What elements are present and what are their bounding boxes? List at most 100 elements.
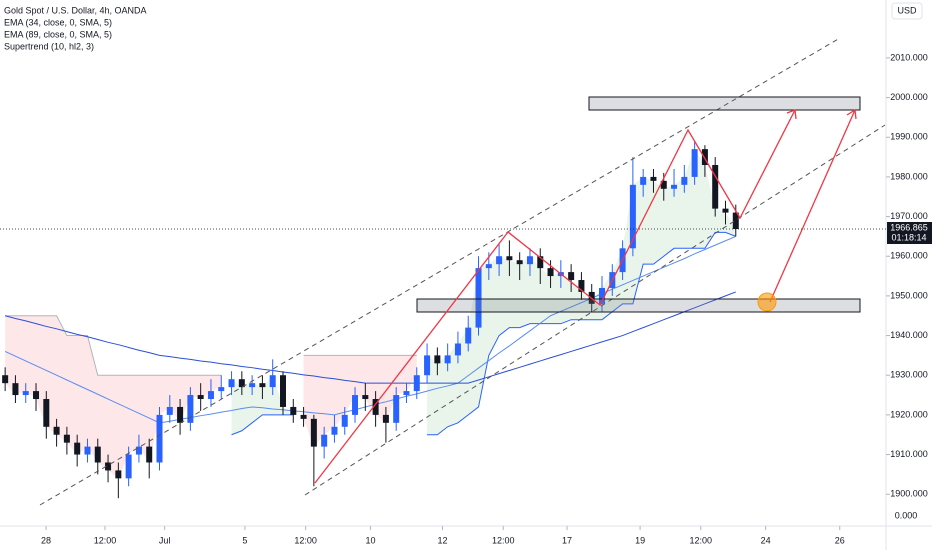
candle-body [84,446,91,455]
candle-body [424,355,431,376]
x-tick-label: 12 [437,535,447,545]
candle-body [341,414,348,427]
x-tick-label: 12:00 [294,535,317,545]
candle-body [650,176,657,181]
candle-body [115,470,122,479]
candle-body [537,256,544,269]
candle-body [146,446,153,463]
candle-body [33,391,40,400]
drawings [39,37,886,506]
candle-body [681,176,688,185]
candle-body [712,165,719,209]
candle-body [403,391,410,396]
candle-body [475,268,482,328]
candle-body [526,256,533,265]
volume-scale-label: 0.000 [895,510,918,520]
y-tick-label: 1920.000 [890,409,928,419]
candle-body [331,426,338,435]
candle-body [43,399,50,427]
y-tick-label: 1940.000 [890,330,928,340]
y-tick-label: 2000.000 [890,92,928,102]
candle-body [218,387,225,392]
candle-body [94,446,101,463]
candle-body [53,426,60,435]
candle-body [321,434,328,447]
candle-body [279,375,286,407]
support-zone [416,298,861,313]
x-tick-label: 5 [242,535,247,545]
supertrend-line [5,315,417,376]
channel-line [39,37,841,506]
candle-body [259,383,266,388]
y-tick-label: 1960.000 [890,251,928,261]
candle-body [105,462,112,471]
channel-line [304,124,886,496]
y-tick-label: 2010.000 [890,52,928,62]
candle-body [454,343,461,356]
last-price-box [887,222,932,245]
x-tick-label: Jul [159,535,171,545]
x-tick-label: 28 [41,535,51,545]
last-price-label: 1966.865 [890,222,928,232]
currency-box[interactable] [891,2,923,20]
x-tick-label: 24 [761,535,771,545]
x-tick-label: 10 [365,535,375,545]
candle-body [74,442,81,455]
candle-body [177,406,184,423]
candle-body [125,454,132,479]
candle-body [269,375,276,388]
resistance-zone [588,96,861,111]
candle-body [578,280,585,292]
candle-body [166,406,173,415]
candle-body [732,212,739,230]
candle-body [310,418,317,447]
candle-body [671,184,678,189]
candle-body [434,355,441,364]
candle-body [290,406,297,415]
candle-body [238,379,245,388]
candle-body [393,395,400,423]
arrow-head [786,109,797,120]
candle-body [300,414,307,419]
candle-body [496,256,503,265]
supertrend-fill [5,315,222,479]
candle-body [691,149,698,177]
candle-body [722,208,729,213]
candle-body [249,383,256,388]
candle-body [465,327,472,344]
marker-circle [757,292,777,312]
candle-body [547,268,554,277]
supertrend-fill [231,375,294,435]
candle-body [629,184,636,249]
countdown-label: 01:18:14 [891,232,926,242]
x-tick-label: 12:00 [690,535,713,545]
candle-body [701,149,708,166]
x-tick-label: 26 [835,535,845,545]
candle-body [660,180,667,189]
arrow-head [846,108,857,120]
candle-body [382,414,389,423]
x-tick-label: 12:00 [94,535,117,545]
candle-body [197,395,204,400]
candle-body [599,287,606,304]
candle-body [228,379,235,388]
currency-label: USD [897,5,917,15]
y-tick-label: 1970.000 [890,211,928,221]
candle-body [444,355,451,364]
candle-body [568,272,575,281]
arrow-line [769,109,856,303]
y-tick-label: 1910.000 [890,449,928,459]
y-tick-label: 1900.000 [890,489,928,499]
candle-body [413,375,420,392]
x-tick-label: 12:00 [492,535,515,545]
y-tick-label: 1980.000 [890,171,928,181]
y-tick-label: 1930.000 [890,370,928,380]
candle-body [135,446,142,455]
candle-body [156,414,163,463]
chart-title: Gold Spot / U.S. Dollar, 4h, OANDA [4,5,147,15]
y-tick-label: 1950.000 [890,290,928,300]
legend-entry: EMA (34, close, 0, SMA, 5) [4,17,112,27]
ema-line [4,235,736,424]
candle-body [12,383,19,396]
candle-body [485,264,492,269]
